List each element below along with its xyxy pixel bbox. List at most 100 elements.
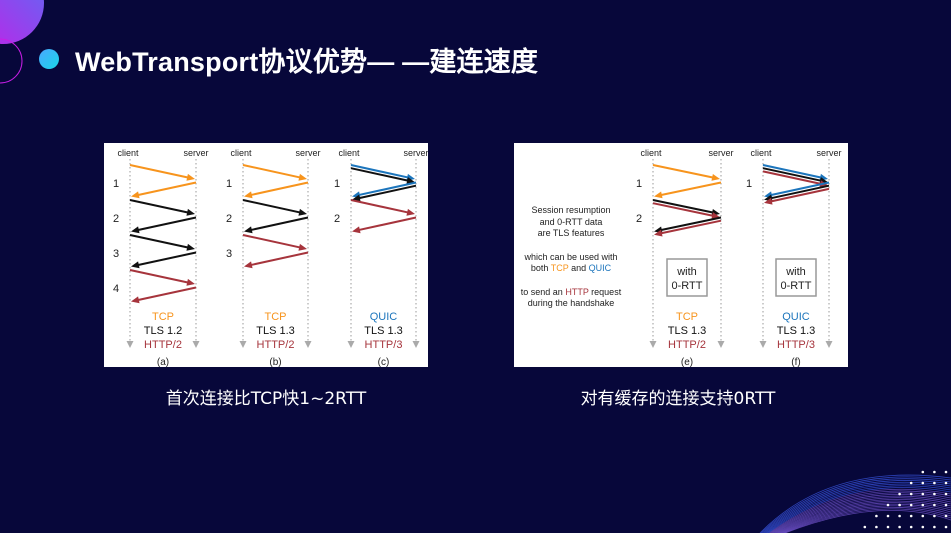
server-label: server xyxy=(816,148,841,158)
timeline-end-arrow-icon xyxy=(239,341,247,348)
tls-message-arrow xyxy=(357,184,417,200)
panel-b: client server 1 2 3 TCP TLS 1.3 HTTP/2 (b) xyxy=(226,148,321,367)
title-bullet xyxy=(39,49,59,69)
panel-a: client server 1 2 3 4 TCP TLS 1.2 HTTP/2 (a) xyxy=(113,148,209,367)
decor-dot xyxy=(909,492,913,496)
tls-message-arrow xyxy=(242,199,302,214)
tls-message-arrow xyxy=(769,184,830,200)
decor-dot xyxy=(898,492,901,496)
timeline-end-arrow-icon xyxy=(717,341,725,348)
panel-label: (b) xyxy=(269,357,281,367)
decor-dot xyxy=(898,514,901,518)
client-label: client xyxy=(750,148,772,158)
zero-rtt-badge xyxy=(666,258,708,297)
transport-label: TCP xyxy=(265,311,287,323)
decor-wave-line xyxy=(770,490,951,533)
rtt-label: 1 xyxy=(226,178,232,190)
decor-wave-line xyxy=(777,500,951,533)
note-line: both TCP and QUIC xyxy=(531,263,612,273)
decor-dot xyxy=(921,503,925,507)
decor-dot xyxy=(909,525,913,529)
arrowhead-icon xyxy=(244,191,253,199)
badge-text: 0-RTT xyxy=(781,280,812,292)
decor-wave-line xyxy=(764,481,951,533)
decor-wave-line xyxy=(766,485,951,533)
decor-dot xyxy=(909,514,913,518)
arrowhead-icon xyxy=(244,261,253,269)
http-label: HTTP/3 xyxy=(777,339,815,351)
arrowhead-icon xyxy=(244,226,253,234)
note-line: Session resumption xyxy=(531,205,610,215)
tls-message-arrow xyxy=(136,216,197,232)
arrowhead-icon xyxy=(406,208,415,216)
http-message-arrow xyxy=(762,170,823,186)
decor-dot xyxy=(944,503,948,507)
rtt-label: 4 xyxy=(113,283,119,295)
timeline-end-arrow-icon xyxy=(347,341,355,348)
tls-message-arrow xyxy=(762,167,823,182)
arrowhead-icon xyxy=(131,191,140,199)
decor-wave-line xyxy=(776,498,951,533)
decor-wave-line xyxy=(765,483,951,533)
badge-text: with xyxy=(676,266,697,278)
decor-dot xyxy=(909,503,913,507)
tls-label: TLS 1.3 xyxy=(777,325,816,337)
decor-dot xyxy=(886,514,890,518)
client-label: client xyxy=(117,148,139,158)
arrowhead-icon xyxy=(711,173,720,181)
decor-dot xyxy=(933,470,936,474)
transport-label: TCP xyxy=(152,311,174,323)
panel-label: (e) xyxy=(681,357,693,367)
rtt-label: 3 xyxy=(226,248,232,260)
http-label: HTTP/2 xyxy=(668,339,706,351)
decor-dot xyxy=(886,525,890,529)
decor-dot xyxy=(909,481,913,485)
decor-dot xyxy=(933,492,936,496)
rtt-label: 2 xyxy=(113,213,119,225)
decor-wave-line xyxy=(781,505,951,533)
decor-wave-line xyxy=(759,474,951,533)
tls-label: TLS 1.3 xyxy=(668,325,707,337)
tcp-message-arrow xyxy=(659,181,722,197)
panel-f: client server 1 with 0-RTT QUIC TLS 1.3 HTTP/3 (… xyxy=(746,148,842,367)
decor-waves xyxy=(759,474,951,533)
rtt-label: 1 xyxy=(746,178,752,190)
note-line: to send an HTTP request xyxy=(521,287,622,297)
http-message-arrow xyxy=(357,216,417,232)
arrowhead-icon xyxy=(131,296,140,304)
decor-dot xyxy=(898,503,901,507)
decor-ring xyxy=(0,38,23,84)
client-label: client xyxy=(640,148,662,158)
quic-message-arrow xyxy=(769,181,830,197)
http-message-arrow xyxy=(652,202,715,217)
decor-dot xyxy=(933,525,936,529)
http-message-arrow xyxy=(136,286,197,302)
decor-wave-line xyxy=(775,497,951,533)
client-label: client xyxy=(230,148,252,158)
timeline-end-arrow-icon xyxy=(825,341,833,348)
tls-label: TLS 1.3 xyxy=(256,325,295,337)
decor-wave-line xyxy=(763,480,951,533)
quic-message-arrow xyxy=(350,164,410,179)
decor-dot xyxy=(921,525,925,529)
decor-dot xyxy=(944,525,948,529)
figure-first-connection: client server 1 2 3 4 TCP TLS 1.2 HTTP/2 (a) clien… xyxy=(104,143,428,367)
http-message-arrow xyxy=(769,187,830,203)
arrowhead-icon xyxy=(298,243,307,251)
note-line: during the handshake xyxy=(528,298,615,308)
decor-dot xyxy=(863,525,867,529)
decor-wave-line xyxy=(769,488,951,533)
arrowhead-icon xyxy=(186,208,195,216)
panel-label: (a) xyxy=(157,357,169,367)
arrowhead-icon xyxy=(186,173,195,181)
decor-wave-line xyxy=(771,492,951,533)
figure-cached-connection: Session resumption and 0-RTT data are TL… xyxy=(514,143,848,367)
tls-label: TLS 1.2 xyxy=(144,325,183,337)
decor-dot xyxy=(921,481,925,485)
decor-dot xyxy=(886,503,890,507)
arrowhead-icon xyxy=(186,278,195,286)
decor-wave-line xyxy=(780,503,951,533)
rtt-label: 2 xyxy=(636,213,642,225)
decor-dot xyxy=(921,514,925,518)
